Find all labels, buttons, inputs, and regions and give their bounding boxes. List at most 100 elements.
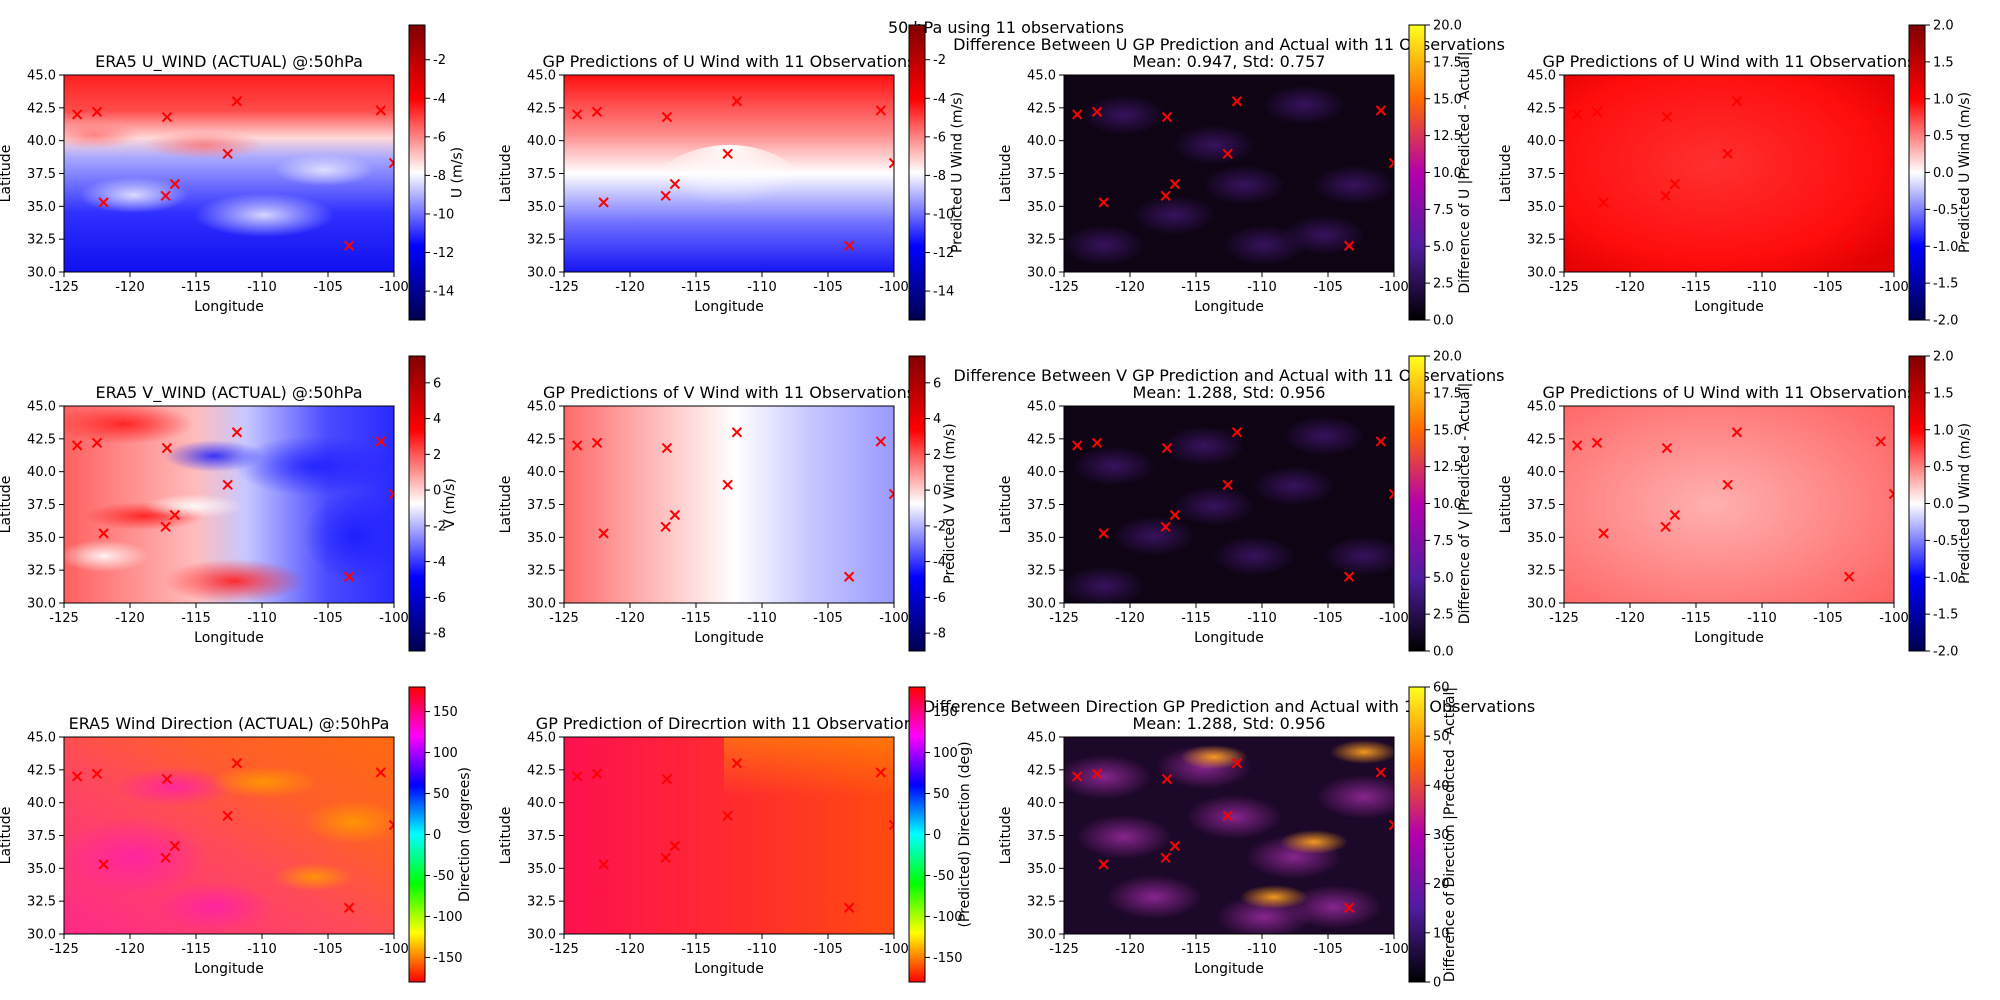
- colorbar: -14 -12 -10 -8 -6 -4 -2 U (m/s): [408, 24, 466, 321]
- colorbar-tick-label: 20: [1433, 877, 1450, 892]
- observation-marker: [875, 436, 887, 447]
- observation-marker: [731, 758, 743, 769]
- x-tick-label: -105: [313, 611, 343, 626]
- y-tick-label: 30.0: [1027, 928, 1056, 943]
- colorbar-tick-label: -4: [933, 92, 946, 107]
- y-tick-label: 32.5: [1027, 895, 1056, 910]
- observation-marker: [1375, 436, 1387, 447]
- observation-marker: [222, 810, 233, 822]
- y-axis-label: Latitude: [0, 476, 14, 534]
- y-tick-label: 32.5: [527, 233, 556, 248]
- x-tick-label: -120: [115, 942, 145, 957]
- x-tick-label: -115: [181, 942, 211, 957]
- y-tick-label: 42.5: [1527, 432, 1556, 447]
- x-tick-label: -100: [1879, 611, 1909, 626]
- y-tick-label: 45.0: [1527, 400, 1556, 415]
- x-axis-label: Longitude: [694, 630, 764, 646]
- x-axis-label: Longitude: [694, 299, 764, 315]
- observation-marker: [598, 859, 609, 870]
- x-axis-label: Longitude: [1194, 961, 1264, 977]
- subplot-title: ERA5 U_WIND (ACTUAL) @:50hPa: [95, 52, 363, 72]
- colorbar-tick-label: -6: [933, 591, 946, 606]
- colorbar-tick-label: 2.5: [1433, 608, 1454, 623]
- observation-marker: [1222, 479, 1233, 491]
- colorbar-label: Difference of Direction |Predicted - Act…: [1442, 687, 1458, 982]
- x-tick-label: -105: [1313, 942, 1343, 957]
- y-tick-label: 37.5: [1027, 167, 1056, 182]
- observation-marker: [1669, 509, 1681, 521]
- colorbar-tick-label: 0: [433, 828, 441, 843]
- subplot-10: GP Prediction of Direcrtion with 11 Obse…: [498, 686, 973, 983]
- x-axis-label: Longitude: [1194, 630, 1264, 646]
- colorbar-tick-label: 0.0: [1933, 166, 1954, 181]
- subplot-title: GP Predictions of U Wind with 11 Observa…: [1543, 383, 1916, 402]
- colorbar-tick-label: -50: [933, 869, 954, 884]
- observation-marker: [722, 479, 733, 491]
- y-tick-label: 42.5: [27, 763, 56, 778]
- y-tick-label: 45.0: [1027, 69, 1056, 84]
- observation-marker: [1375, 105, 1387, 116]
- observation-marker: [1231, 427, 1243, 438]
- y-tick-label: 32.5: [1027, 564, 1056, 579]
- y-tick-label: 45.0: [527, 69, 556, 84]
- colorbar-tick-label: -100: [933, 910, 963, 925]
- colorbar-tick-label: -4: [433, 555, 446, 570]
- colorbar-tick-label: 100: [933, 746, 958, 761]
- heatmap-field: -125 -120 -115 -110 -105 -100 30.0 32.5 35.0 37.5…: [1498, 69, 1909, 316]
- observation-marker: [1071, 771, 1083, 782]
- observation-marker: [843, 240, 855, 251]
- y-tick-label: 42.5: [1027, 763, 1056, 778]
- observation-marker: [1388, 488, 1394, 500]
- x-tick-label: -105: [1813, 611, 1843, 626]
- y-axis-label: Latitude: [498, 145, 514, 203]
- colorbar-tick-label: 0: [1433, 976, 1441, 991]
- x-axis-label: Longitude: [194, 630, 264, 646]
- colorbar: -150 -100 -50 0 50 100 150 (Predicted) Directio…: [908, 686, 973, 983]
- heatmap-field: -125 -120 -115 -110 -105 -100 30.0 32.5 35.0 37.5…: [1498, 400, 1909, 647]
- colorbar-tick-label: 0.0: [1433, 314, 1454, 329]
- y-tick-label: 45.0: [527, 731, 556, 746]
- x-tick-label: -105: [1313, 611, 1343, 626]
- observation-marker: [1731, 427, 1743, 438]
- colorbar-tick-label: 4: [433, 412, 441, 427]
- observation-marker: [1098, 197, 1109, 208]
- colorbar-tick-label: 10: [1433, 926, 1450, 941]
- observation-marker: [1098, 528, 1109, 539]
- colorbar: -14 -12 -10 -8 -6 -4 -2 Predicted U Wind (m/s): [908, 24, 966, 321]
- observation-marker: [1091, 437, 1103, 448]
- observation-marker: [91, 106, 103, 117]
- x-axis-label: Longitude: [194, 299, 264, 315]
- colorbar-tick-label: 10.0: [1433, 166, 1462, 181]
- colorbar: -2.0 -1.5 -1.0 -0.5 0.0 0.5 1.0 1.5 2.0 Predicted…: [1908, 350, 1973, 660]
- observation-marker: [661, 442, 673, 454]
- x-tick-label: -115: [1181, 280, 1211, 295]
- observation-marker: [1722, 148, 1733, 160]
- heatmap-field: -125 -120 -115 -110 -105 -100 30.0 32.5 35.0 37.5…: [998, 731, 1409, 978]
- y-tick-label: 45.0: [1027, 731, 1056, 746]
- observation-marker: [661, 111, 673, 123]
- subplot-4: GP Predictions of U Wind with 11 Observa…: [1498, 19, 1973, 329]
- y-tick-label: 35.0: [527, 862, 556, 877]
- y-tick-label: 37.5: [527, 167, 556, 182]
- subplot-2: GP Predictions of U Wind with 11 Observa…: [498, 24, 966, 321]
- observation-marker: [591, 437, 603, 448]
- colorbar-tick-label: -14: [433, 285, 454, 300]
- subplot-subtitle: Mean: 1.288, Std: 0.956: [1133, 383, 1326, 402]
- observation-marker: [388, 488, 394, 500]
- y-tick-label: 32.5: [527, 564, 556, 579]
- subplot-title: GP Predictions of V Wind with 11 Observa…: [543, 383, 915, 402]
- y-tick-label: 35.0: [1027, 200, 1056, 215]
- observation-marker: [91, 768, 103, 779]
- observation-marker: [1731, 96, 1743, 107]
- colorbar-tick-label: 60: [1433, 681, 1450, 696]
- colorbar-tick-label: -2: [433, 53, 446, 68]
- y-axis-label: Latitude: [498, 476, 514, 534]
- colorbar-tick-label: 20.0: [1433, 350, 1462, 365]
- y-tick-label: 40.0: [527, 134, 556, 149]
- y-tick-label: 40.0: [1527, 134, 1556, 149]
- colorbar-tick-label: -1.0: [1933, 240, 1958, 255]
- subplot-title: Difference Between Direction GP Predicti…: [923, 697, 1535, 716]
- colorbar-tick-label: 2: [433, 448, 441, 463]
- observation-marker: [1169, 840, 1181, 852]
- observation-marker: [91, 437, 103, 448]
